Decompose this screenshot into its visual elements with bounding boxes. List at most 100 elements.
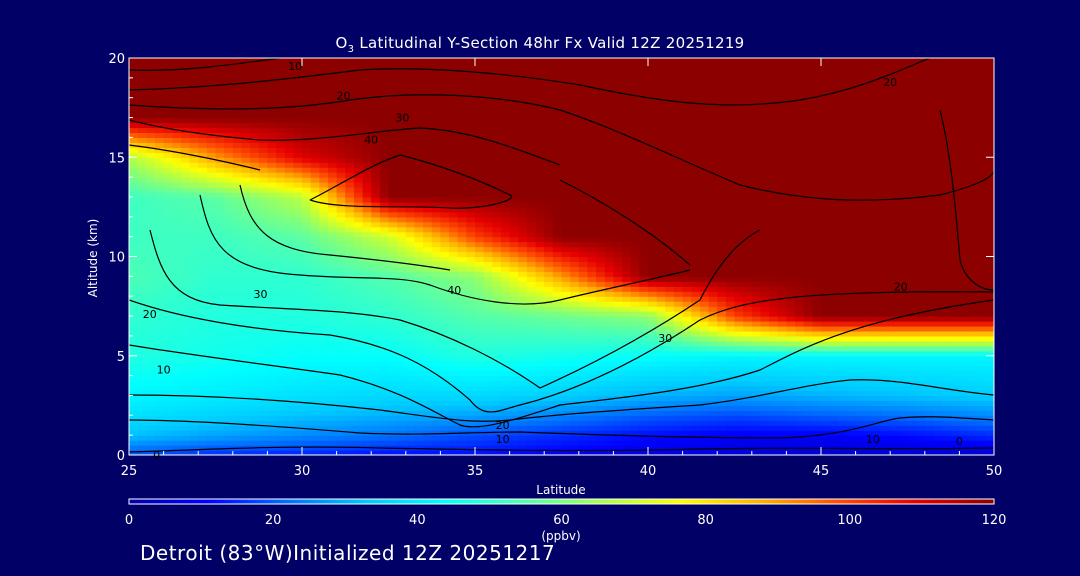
heatmap-cell	[561, 445, 571, 451]
heatmap-cell	[500, 405, 511, 411]
heatmap-cell	[552, 167, 563, 173]
heatmap-cell	[570, 450, 580, 455]
heatmap-cell	[492, 321, 502, 327]
heatmap-cell	[379, 142, 390, 148]
heatmap-cell	[423, 246, 433, 253]
heatmap-cell	[431, 251, 441, 258]
heatmap-cell	[276, 72, 286, 79]
heatmap-cell	[154, 112, 165, 119]
heatmap-cell	[345, 127, 355, 134]
heatmap-cell	[180, 132, 191, 138]
heatmap-cell	[509, 350, 519, 357]
heatmap-cell	[345, 390, 355, 397]
heatmap-cell	[570, 187, 580, 193]
heatmap-cell	[440, 196, 450, 203]
heatmap-cell	[241, 301, 251, 307]
heatmap-cell	[250, 221, 260, 228]
heatmap-cell	[414, 276, 424, 282]
heatmap-cell	[500, 226, 511, 233]
heatmap-cell	[206, 147, 217, 153]
heatmap-cell	[189, 261, 199, 268]
heatmap-cell	[293, 177, 303, 183]
heatmap-cell	[630, 340, 640, 347]
heatmap-cell	[526, 330, 537, 337]
heatmap-cell	[492, 256, 502, 263]
heatmap-cell	[215, 206, 225, 213]
heatmap-cell	[526, 251, 537, 258]
heatmap-cell	[336, 286, 346, 292]
heatmap-cell	[397, 435, 407, 441]
heatmap-cell	[215, 191, 225, 198]
heatmap-cell	[345, 82, 355, 89]
heatmap-cell	[518, 241, 528, 248]
heatmap-cell	[206, 236, 217, 243]
heatmap-cell	[327, 440, 338, 446]
heatmap-cell	[440, 162, 450, 168]
heatmap-cell	[353, 102, 364, 109]
heatmap-cell	[578, 281, 589, 287]
heatmap-cell	[362, 58, 372, 64]
heatmap-cell	[423, 345, 433, 352]
heatmap-cell	[232, 152, 243, 158]
heatmap-cell	[475, 306, 485, 312]
heatmap-cell	[215, 117, 225, 124]
heatmap-cell	[492, 226, 502, 233]
heatmap-cell	[466, 152, 476, 158]
heatmap-cell	[180, 296, 191, 302]
heatmap-cell	[198, 221, 208, 228]
heatmap-cell	[336, 281, 346, 287]
heatmap-cell	[475, 122, 485, 129]
heatmap-cell	[475, 271, 485, 277]
heatmap-cell	[552, 271, 563, 277]
heatmap-cell	[379, 435, 390, 441]
heatmap-cell	[250, 390, 260, 397]
heatmap-cell	[137, 221, 147, 228]
heatmap-cell	[284, 62, 294, 69]
heatmap-cell	[440, 286, 450, 292]
heatmap-cell	[224, 97, 234, 104]
heatmap-cell	[613, 107, 623, 114]
heatmap-cell	[500, 440, 511, 446]
heatmap-cell	[483, 271, 493, 277]
heatmap-cell	[154, 400, 165, 406]
heatmap-cell	[327, 256, 338, 263]
heatmap-cell	[449, 246, 459, 253]
heatmap-cell	[630, 97, 640, 104]
heatmap-cell	[250, 410, 260, 416]
heatmap-cell	[475, 97, 485, 104]
heatmap-cell	[146, 276, 156, 282]
heatmap-cell	[250, 311, 260, 317]
heatmap-cell	[232, 196, 243, 203]
heatmap-cell	[561, 162, 571, 168]
heatmap-cell	[405, 445, 416, 451]
heatmap-cell	[224, 395, 234, 402]
heatmap-cell	[440, 206, 450, 213]
heatmap-cell	[215, 167, 225, 173]
heatmap-cell	[509, 281, 519, 287]
heatmap-cell	[414, 256, 424, 263]
heatmap-cell	[656, 216, 666, 223]
heatmap-cell	[500, 395, 511, 402]
heatmap-cell	[492, 450, 502, 455]
heatmap-cell	[405, 157, 416, 163]
heatmap-cell	[518, 261, 528, 268]
heatmap-cell	[475, 380, 485, 387]
heatmap-cell	[622, 345, 632, 352]
heatmap-cell	[457, 177, 467, 183]
heatmap-cell	[613, 157, 623, 163]
heatmap-cell	[388, 82, 398, 89]
heatmap-cell	[180, 97, 191, 104]
heatmap-cell	[258, 420, 268, 426]
heatmap-cell	[535, 251, 545, 258]
heatmap-cell	[267, 191, 277, 198]
heatmap-cell	[613, 196, 623, 203]
heatmap-cell	[276, 201, 286, 208]
heatmap-cell	[552, 147, 563, 153]
heatmap-cell	[622, 97, 632, 104]
heatmap-cell	[206, 117, 217, 124]
heatmap-cell	[639, 206, 649, 213]
heatmap-cell	[423, 425, 433, 431]
heatmap-cell	[526, 450, 537, 455]
heatmap-cell	[345, 400, 355, 406]
heatmap-cell	[665, 345, 675, 352]
